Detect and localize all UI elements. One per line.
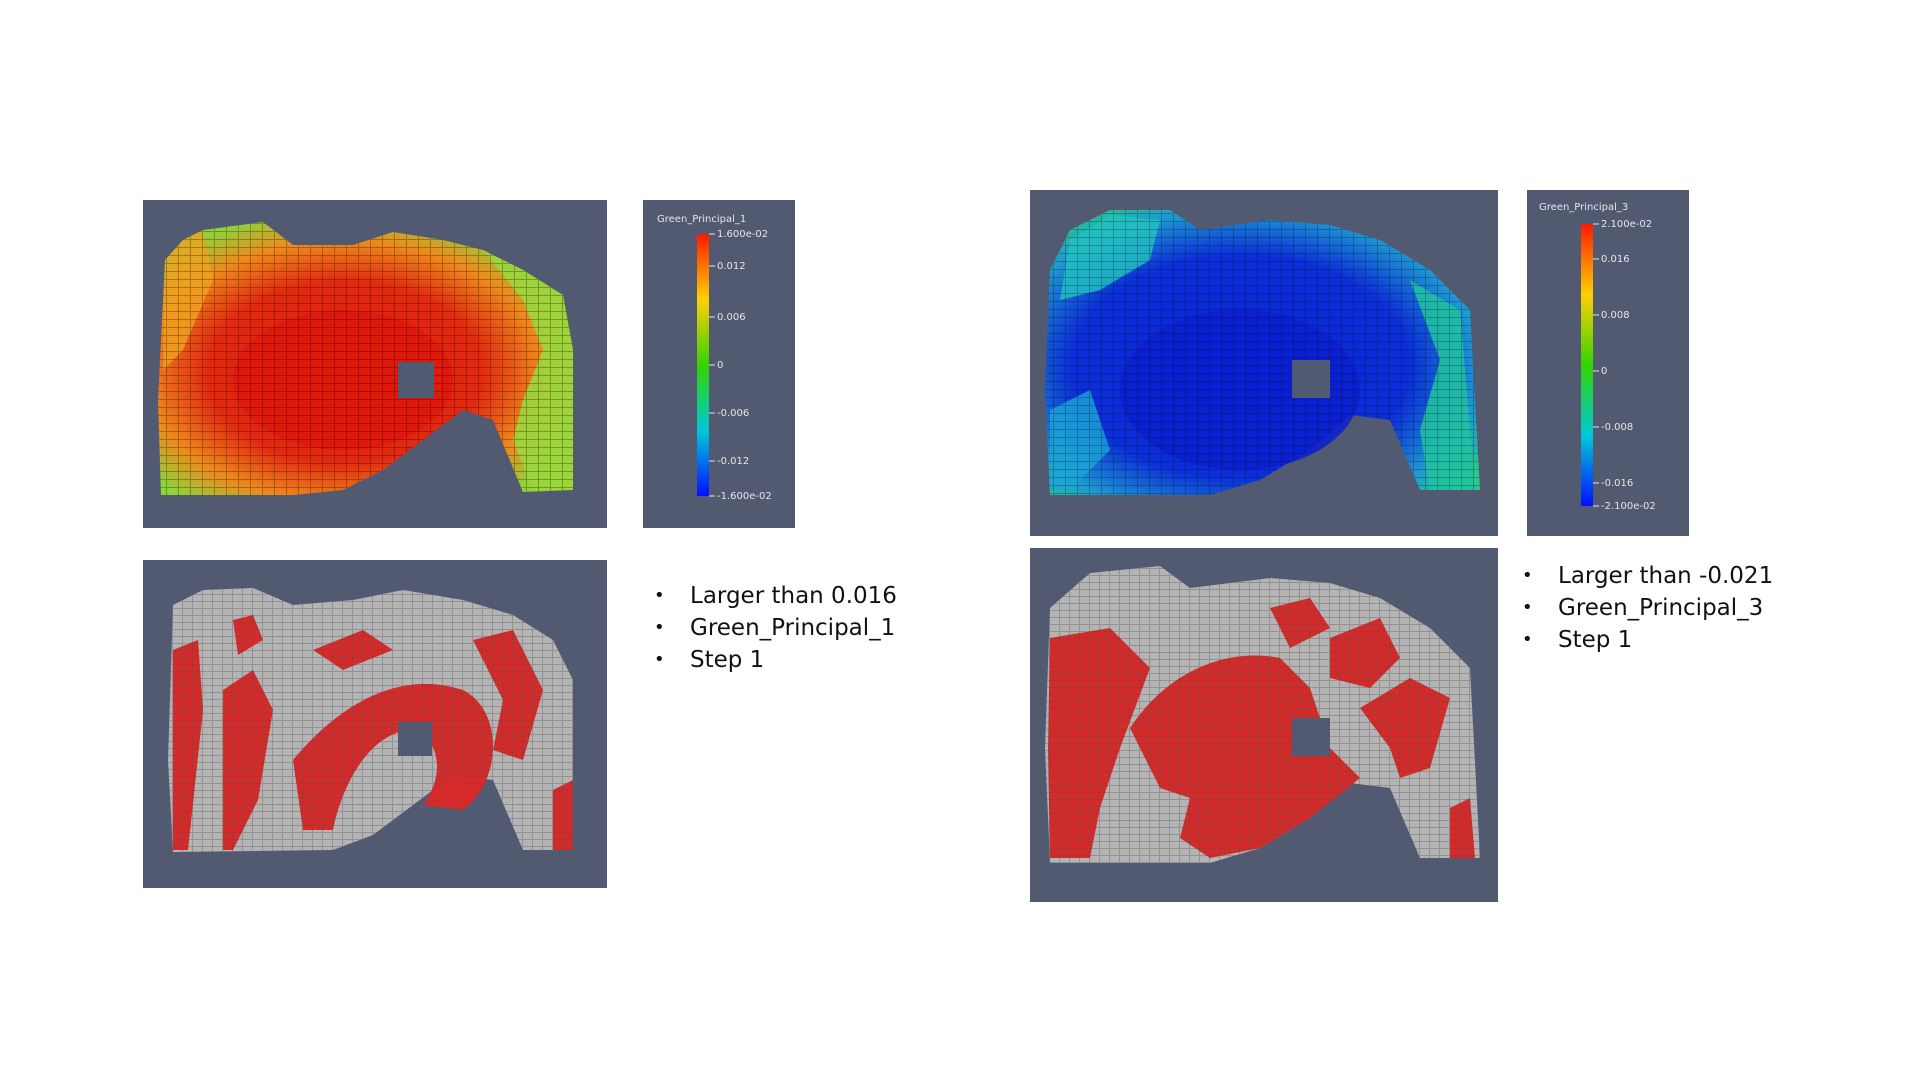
threshold-view-principal-1[interactable] (143, 560, 607, 888)
colorbar-tick: 0.006 (717, 312, 746, 323)
colorbar-tick: -0.012 (717, 456, 749, 467)
note-step: Step 1 (1520, 624, 1773, 656)
colorbar-tick: 0.008 (1601, 310, 1630, 321)
threshold-render-principal-3 (1045, 566, 1480, 863)
note-step: Step 1 (652, 644, 897, 676)
threshold-view-principal-3[interactable] (1030, 548, 1498, 902)
colorbar-principal-1: Green_Principal_1 1.600e-02 0.012 0.006 … (643, 200, 795, 528)
colorbar-tick: 0.012 (717, 261, 746, 272)
mesh-hole (398, 362, 434, 398)
threshold-render-principal-1 (168, 588, 573, 852)
colorbar-tick: 0 (1601, 366, 1607, 377)
colorbar-tick: -0.008 (1601, 422, 1633, 433)
colorbar-tick: -1.600e-02 (717, 491, 772, 502)
colorbar-tick: 0.016 (1601, 254, 1630, 265)
notes-list-principal-3: Larger than -0.021 Green_Principal_3 Ste… (1520, 560, 1773, 656)
colorbar-tick: 1.600e-02 (717, 229, 768, 240)
colorbar-tick: -0.016 (1601, 478, 1633, 489)
colorbar-tick: -0.006 (717, 408, 749, 419)
colorbar-tick: -2.100e-02 (1601, 501, 1656, 512)
note-variable: Green_Principal_1 (652, 612, 897, 644)
colorbar-tick: 0 (717, 360, 723, 371)
colorbar-tick: 2.100e-02 (1601, 219, 1652, 230)
note-threshold: Larger than -0.021 (1520, 560, 1773, 592)
note-threshold: Larger than 0.016 (652, 580, 897, 612)
contour-render-principal-3 (1045, 210, 1480, 495)
contour-view-principal-3[interactable] (1030, 190, 1498, 536)
notes-list-principal-1: Larger than 0.016 Green_Principal_1 Step… (652, 580, 897, 676)
colorbar-principal-3: Green_Principal_3 2.100e-02 0.016 0.008 … (1527, 190, 1689, 536)
colorbar-title: Green_Principal_3 (1539, 202, 1628, 213)
colorbar-scale (1581, 224, 1593, 506)
note-variable: Green_Principal_3 (1520, 592, 1773, 624)
contour-render-principal-1 (158, 222, 573, 495)
contour-view-principal-1[interactable] (143, 200, 607, 528)
colorbar-scale (697, 234, 709, 496)
colorbar-title: Green_Principal_1 (657, 214, 746, 225)
